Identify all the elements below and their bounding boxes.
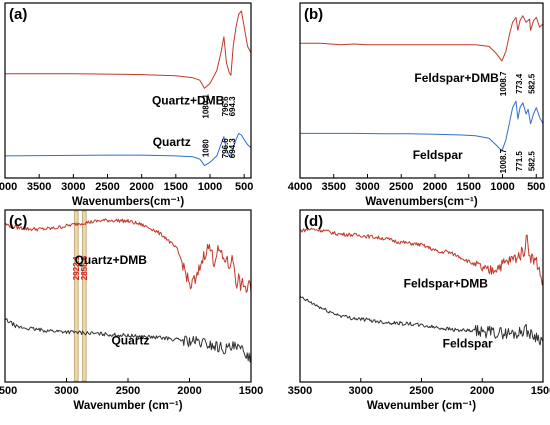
plot-frame: [299, 2, 544, 179]
series-label: Feldspar+DMB: [404, 277, 489, 291]
x-axis-label: Wavenumbers(cm⁻¹): [365, 196, 478, 208]
peak-annotation: 773.4: [515, 73, 524, 94]
x-tick-label: 2500: [116, 385, 140, 397]
x-tick-label: 2500: [95, 181, 119, 193]
x-tick-label: 3000: [355, 181, 379, 193]
x-tick-label: 3000: [61, 181, 85, 193]
x-tick-label: 2500: [409, 385, 433, 397]
peak-annotation: 1080: [202, 139, 211, 157]
x-tick-label: 1000: [198, 181, 222, 193]
highlight-band-1: [74, 210, 79, 382]
x-tick-label: 3000: [349, 385, 373, 397]
peak-annotation: 796.6: [221, 96, 230, 117]
peak-annotation: 796.6: [221, 138, 230, 159]
peak-annotation: 1008.7: [499, 71, 508, 96]
x-tick-label: 2000: [129, 181, 153, 193]
panel-label: (b): [304, 6, 323, 23]
x-tick-label: 2000: [423, 181, 447, 193]
highlight-band-2: [82, 210, 87, 382]
panel-label: (a): [9, 6, 27, 23]
series-label: Feldspar: [413, 148, 463, 162]
x-tick-label: 500: [235, 181, 253, 193]
x-tick-label: 3500: [0, 385, 17, 397]
series-line-feldspar-dmb: [299, 227, 544, 286]
peak-annotation: 771.5: [515, 151, 524, 172]
panel-d: Feldspar+DMB Feldspar 3500 3000 2500 2000 1500…: [288, 209, 550, 412]
peak-annotation: 694.3: [228, 96, 237, 117]
plot-frame: [299, 209, 544, 383]
x-tick-label: 3500: [27, 181, 51, 193]
series-line-feldspar: [300, 100, 544, 152]
x-tick-label: 1000: [490, 181, 514, 193]
series-label: Quartz: [111, 333, 149, 347]
band-label-1: 2922.1: [72, 255, 81, 280]
x-tick-label: 3500: [322, 181, 346, 193]
peak-annotation: 694.3: [228, 138, 237, 159]
x-tick-label: 500: [527, 181, 545, 193]
x-tick-label: 1500: [531, 385, 550, 397]
panel-label: (c): [9, 213, 27, 230]
series-line-feldspar-dmb: [300, 15, 544, 62]
series-line-quartz-dmb: [5, 10, 252, 89]
peak-annotation: 582.5: [528, 73, 537, 94]
x-tick-label: 2500: [389, 181, 413, 193]
x-tick-label: 1500: [164, 181, 188, 193]
x-tick-label: 4000: [288, 181, 312, 193]
x-tick-label: 3500: [288, 385, 312, 397]
panel-label: (d): [304, 213, 323, 230]
series-line-quartz: [4, 132, 252, 167]
peak-annotation: 582.5: [528, 151, 537, 172]
x-tick-label: 2000: [470, 385, 494, 397]
band-label-2: 2856.5: [80, 255, 89, 280]
series-label: Feldspar+DMB: [414, 71, 499, 85]
peak-annotation: 1080.1: [202, 94, 211, 119]
x-axis-label: Wavenumber (cm⁻¹): [367, 400, 476, 412]
series-label: Quartz+DMB: [75, 253, 148, 267]
x-tick-label: 1500: [239, 385, 263, 397]
series-line-quartz: [4, 318, 252, 363]
x-tick-label: 3000: [54, 385, 78, 397]
x-tick-label: 2000: [177, 385, 201, 397]
series-label: Quartz: [153, 135, 191, 149]
x-axis-label: Wavenumber (cm⁻¹): [73, 400, 182, 412]
peak-annotation: 1008.7: [499, 148, 508, 173]
x-tick-label: 4000: [0, 181, 17, 193]
x-tick-label: 1500: [457, 181, 481, 193]
plot-frame: [4, 2, 252, 179]
series-label: Quartz+DMB: [152, 93, 225, 107]
series-line-quartz-dmb: [4, 218, 252, 293]
series-line-feldspar: [299, 295, 544, 346]
plot-frame: [4, 209, 252, 383]
series-label: Feldspar: [443, 337, 493, 351]
x-axis-label: Wavenumbers(cm⁻¹): [72, 196, 185, 208]
